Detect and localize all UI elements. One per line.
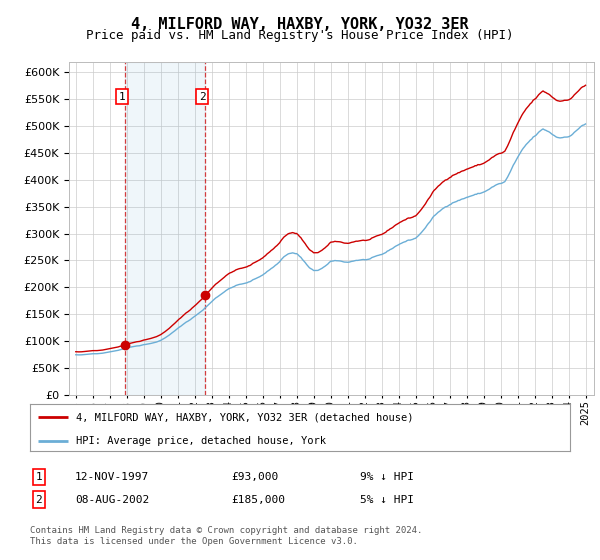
Text: 1: 1 — [119, 91, 125, 101]
Text: 1: 1 — [35, 472, 43, 482]
Text: 4, MILFORD WAY, HAXBY, YORK, YO32 3ER (detached house): 4, MILFORD WAY, HAXBY, YORK, YO32 3ER (d… — [76, 412, 413, 422]
Text: HPI: Average price, detached house, York: HPI: Average price, detached house, York — [76, 436, 326, 446]
Text: Price paid vs. HM Land Registry's House Price Index (HPI): Price paid vs. HM Land Registry's House … — [86, 29, 514, 42]
Text: 2: 2 — [35, 494, 43, 505]
Text: 9% ↓ HPI: 9% ↓ HPI — [360, 472, 414, 482]
Text: 4, MILFORD WAY, HAXBY, YORK, YO32 3ER: 4, MILFORD WAY, HAXBY, YORK, YO32 3ER — [131, 17, 469, 32]
Text: 08-AUG-2002: 08-AUG-2002 — [75, 494, 149, 505]
Text: Contains HM Land Registry data © Crown copyright and database right 2024.
This d: Contains HM Land Registry data © Crown c… — [30, 526, 422, 546]
Bar — [125, 62, 205, 395]
Text: 5% ↓ HPI: 5% ↓ HPI — [360, 494, 414, 505]
Text: 2: 2 — [199, 91, 206, 101]
Text: £185,000: £185,000 — [231, 494, 285, 505]
Text: 12-NOV-1997: 12-NOV-1997 — [75, 472, 149, 482]
Text: £93,000: £93,000 — [231, 472, 278, 482]
